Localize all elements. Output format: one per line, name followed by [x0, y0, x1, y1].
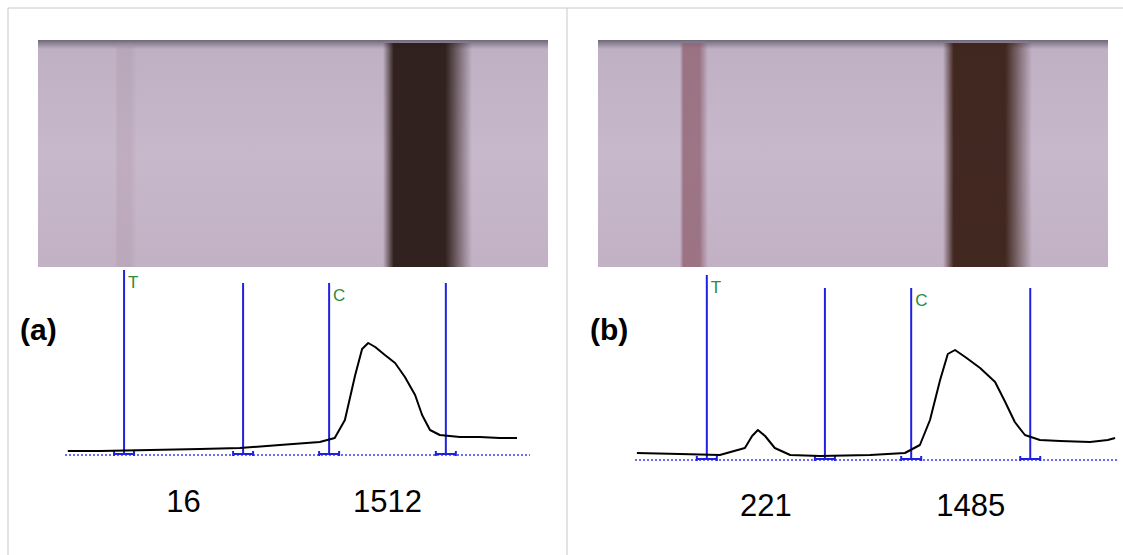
region-label: T — [128, 273, 138, 292]
panel-label: (a) — [20, 313, 57, 346]
region-line — [1029, 288, 1031, 460]
strip-photo — [38, 40, 548, 267]
profile-line — [637, 350, 1115, 456]
region-line — [910, 288, 912, 460]
frame-top — [8, 8, 1123, 9]
region-tick — [901, 456, 921, 461]
region-line — [706, 275, 708, 460]
panel: (a) T 16 C 1512 — [20, 40, 548, 519]
region-area: 16 — [166, 484, 200, 519]
region-tick — [697, 456, 717, 461]
strip-photo — [598, 40, 1108, 267]
region-label: C — [915, 291, 927, 310]
region-tick — [233, 451, 253, 456]
region-label: T — [711, 278, 721, 297]
plot-area — [68, 343, 517, 451]
region-area: 1485 — [936, 488, 1005, 523]
region-tick — [1020, 456, 1040, 461]
panel-divider — [567, 8, 568, 555]
region-area: 1512 — [353, 484, 422, 519]
profile-line — [68, 343, 517, 451]
region-area: 221 — [740, 488, 792, 523]
panel-label: (b) — [590, 313, 628, 346]
figure: (a) T 16 C 1512 (b) T 221 C 1485 — [0, 0, 1123, 555]
region-tick — [319, 451, 339, 456]
strip-band — [115, 43, 137, 267]
region-line — [445, 283, 447, 455]
region-line — [242, 283, 244, 455]
frame-left — [8, 8, 9, 555]
region-label: C — [333, 286, 345, 305]
strip-band — [680, 43, 708, 267]
region-line — [123, 270, 125, 455]
region-line — [824, 288, 826, 460]
region-tick — [114, 451, 134, 456]
strip-band — [943, 43, 1032, 267]
region-line — [328, 283, 330, 455]
panel: (b) T 221 C 1485 — [590, 40, 1117, 523]
region-tick — [436, 451, 456, 456]
plot-area — [637, 350, 1115, 456]
strip-band — [383, 43, 472, 267]
